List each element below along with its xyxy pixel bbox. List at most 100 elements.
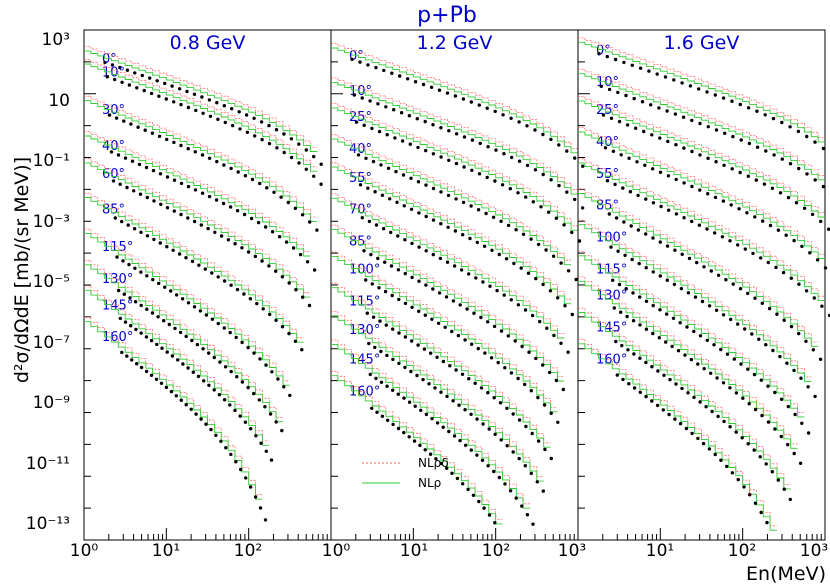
model-nlr-line bbox=[578, 73, 825, 181]
data-point bbox=[219, 234, 224, 238]
data-point bbox=[222, 398, 227, 402]
data-point bbox=[376, 102, 380, 106]
model-nlr-line bbox=[331, 197, 565, 339]
data-point bbox=[375, 410, 379, 414]
data-point bbox=[268, 312, 272, 317]
data-point bbox=[629, 224, 633, 228]
data-point bbox=[525, 124, 529, 128]
data-point bbox=[488, 284, 492, 288]
data-point bbox=[164, 97, 168, 101]
data-point bbox=[655, 403, 660, 408]
data-point bbox=[229, 369, 233, 374]
data-point bbox=[541, 489, 545, 493]
data-point bbox=[570, 312, 574, 317]
data-point bbox=[424, 148, 428, 153]
data-point bbox=[208, 114, 213, 119]
data-point bbox=[216, 321, 220, 326]
data-point bbox=[400, 139, 405, 143]
data-point bbox=[707, 447, 712, 451]
data-point bbox=[472, 311, 476, 315]
x-tick-label: 10¹ bbox=[400, 541, 428, 561]
panel-title: 0.8 GeV bbox=[170, 32, 246, 54]
series-0: 0° bbox=[331, 43, 585, 168]
data-point bbox=[462, 135, 467, 139]
data-point bbox=[445, 91, 450, 95]
data-point bbox=[212, 388, 216, 392]
data-point bbox=[738, 170, 742, 175]
angle-label: 100° bbox=[349, 262, 380, 277]
data-point bbox=[293, 206, 298, 210]
data-point bbox=[698, 121, 702, 126]
data-point bbox=[172, 209, 176, 213]
data-point bbox=[169, 389, 174, 394]
data-point bbox=[506, 334, 510, 338]
data-point bbox=[413, 80, 418, 84]
series-1: 10° bbox=[84, 59, 323, 186]
data-point bbox=[409, 207, 414, 211]
data-point bbox=[402, 396, 406, 400]
data-point bbox=[158, 172, 163, 176]
data-point bbox=[752, 372, 757, 377]
legend-label-nlrd: NLρδ bbox=[418, 456, 449, 470]
data-point bbox=[716, 414, 720, 419]
data-point bbox=[149, 338, 154, 343]
data-point bbox=[165, 245, 169, 249]
data-point bbox=[649, 103, 653, 107]
data-point bbox=[358, 183, 363, 187]
data-point bbox=[480, 458, 485, 462]
data-point bbox=[671, 316, 676, 320]
data-point bbox=[130, 358, 134, 362]
model-nlrd-line bbox=[331, 162, 572, 300]
data-point bbox=[682, 146, 686, 150]
data-point bbox=[637, 261, 641, 266]
data-point bbox=[644, 299, 649, 303]
data-point bbox=[514, 496, 518, 500]
data-point bbox=[821, 184, 826, 189]
data-point bbox=[199, 417, 203, 421]
angle-label: 85° bbox=[596, 199, 619, 214]
data-point bbox=[548, 289, 553, 293]
data-point bbox=[269, 458, 274, 462]
angle-label: 145° bbox=[349, 352, 380, 367]
data-point bbox=[253, 254, 258, 259]
data-point bbox=[277, 235, 282, 239]
data-point bbox=[627, 382, 631, 386]
data-point bbox=[379, 163, 383, 167]
series-8: 115° bbox=[331, 282, 553, 461]
data-point bbox=[566, 350, 570, 354]
data-point bbox=[632, 96, 636, 101]
data-point bbox=[770, 186, 775, 190]
model-nlr-line bbox=[331, 375, 503, 525]
data-point bbox=[437, 88, 442, 92]
data-point bbox=[240, 340, 244, 345]
data-point bbox=[145, 195, 149, 200]
data-point bbox=[651, 270, 655, 274]
data-point bbox=[599, 84, 603, 89]
data-point bbox=[470, 168, 474, 172]
data-point bbox=[385, 133, 389, 137]
data-point bbox=[274, 420, 278, 424]
data-point bbox=[312, 268, 317, 272]
data-point bbox=[486, 145, 490, 149]
data-point bbox=[631, 319, 636, 323]
data-point bbox=[144, 369, 149, 374]
model-nlr-line bbox=[578, 224, 812, 382]
data-point bbox=[157, 94, 161, 98]
data-point bbox=[390, 293, 394, 298]
data-point bbox=[202, 379, 206, 383]
data-point bbox=[128, 296, 132, 300]
data-point bbox=[280, 275, 285, 279]
data-point bbox=[410, 275, 414, 280]
data-point bbox=[122, 292, 127, 296]
series-7: 130° bbox=[84, 259, 284, 433]
data-point bbox=[377, 286, 381, 290]
data-point bbox=[297, 142, 301, 146]
data-point bbox=[176, 358, 180, 362]
data-point bbox=[493, 179, 497, 183]
data-point bbox=[383, 289, 388, 294]
data-point bbox=[623, 253, 627, 257]
data-point bbox=[307, 303, 312, 308]
data-point bbox=[450, 329, 454, 334]
data-point bbox=[436, 321, 441, 325]
data-point bbox=[494, 148, 498, 152]
